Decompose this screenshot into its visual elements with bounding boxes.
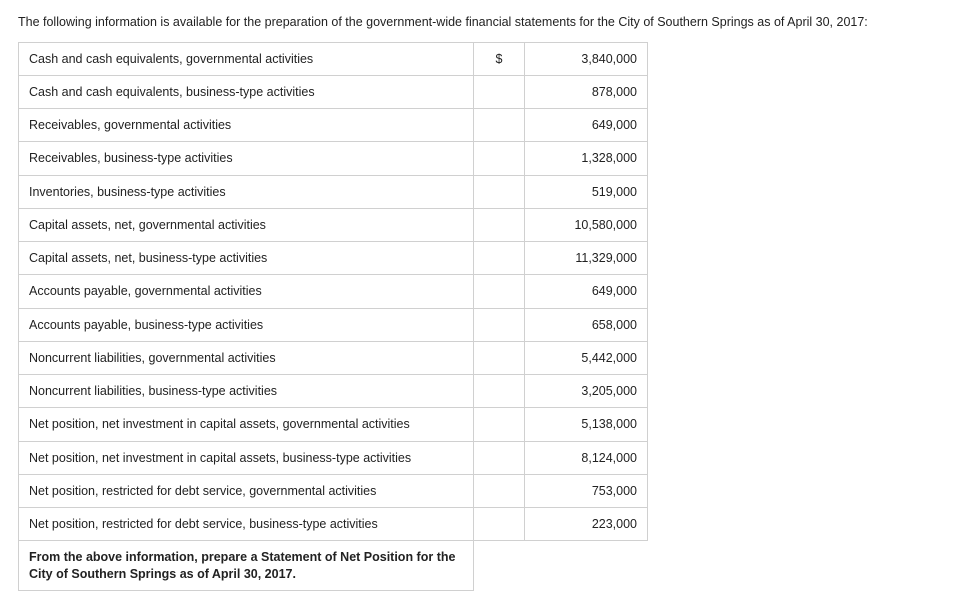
row-value: 11,329,000 xyxy=(524,242,647,275)
row-label: Cash and cash equivalents, business-type… xyxy=(19,75,474,108)
currency-symbol-cell xyxy=(474,75,524,108)
currency-symbol-cell xyxy=(474,375,524,408)
currency-symbol-cell xyxy=(474,208,524,241)
row-value: 753,000 xyxy=(524,474,647,507)
row-label: Accounts payable, governmental activitie… xyxy=(19,275,474,308)
row-label: Cash and cash equivalents, governmental … xyxy=(19,42,474,75)
financial-data-table: Cash and cash equivalents, governmental … xyxy=(18,42,648,591)
row-label: Capital assets, net, governmental activi… xyxy=(19,208,474,241)
table-row: Net position, net investment in capital … xyxy=(19,408,648,441)
table-row: Noncurrent liabilities, business-type ac… xyxy=(19,375,648,408)
table-row: Capital assets, net, business-type activ… xyxy=(19,242,648,275)
table-row: Accounts payable, governmental activitie… xyxy=(19,275,648,308)
row-value: 5,442,000 xyxy=(524,341,647,374)
row-value: 10,580,000 xyxy=(524,208,647,241)
row-value: 223,000 xyxy=(524,508,647,541)
table-row: Cash and cash equivalents, business-type… xyxy=(19,75,648,108)
currency-symbol-cell xyxy=(474,308,524,341)
currency-symbol-cell xyxy=(474,441,524,474)
currency-symbol-cell xyxy=(474,275,524,308)
currency-symbol-cell xyxy=(474,508,524,541)
table-row: Noncurrent liabilities, governmental act… xyxy=(19,341,648,374)
row-value: 3,205,000 xyxy=(524,375,647,408)
table-row: Cash and cash equivalents, governmental … xyxy=(19,42,648,75)
currency-symbol-cell xyxy=(474,242,524,275)
row-value: 5,138,000 xyxy=(524,408,647,441)
row-label: Receivables, governmental activities xyxy=(19,109,474,142)
table-row: Receivables, governmental activities 649,… xyxy=(19,109,648,142)
row-label: Inventories, business-type activities xyxy=(19,175,474,208)
table-row: Inventories, business-type activities 519… xyxy=(19,175,648,208)
row-label: Net position, net investment in capital … xyxy=(19,408,474,441)
row-label: Net position, restricted for debt servic… xyxy=(19,508,474,541)
row-value: 649,000 xyxy=(524,109,647,142)
row-label: Noncurrent liabilities, governmental act… xyxy=(19,341,474,374)
row-value: 649,000 xyxy=(524,275,647,308)
row-label: Net position, net investment in capital … xyxy=(19,441,474,474)
table-row: Receivables, business-type activities 1,3… xyxy=(19,142,648,175)
currency-symbol-cell xyxy=(474,109,524,142)
row-label: Noncurrent liabilities, business-type ac… xyxy=(19,375,474,408)
row-value: 3,840,000 xyxy=(524,42,647,75)
row-value: 1,328,000 xyxy=(524,142,647,175)
currency-symbol-cell xyxy=(474,408,524,441)
currency-symbol-cell: $ xyxy=(474,42,524,75)
row-value: 8,124,000 xyxy=(524,441,647,474)
row-label: Receivables, business-type activities xyxy=(19,142,474,175)
table-row: Net position, restricted for debt servic… xyxy=(19,474,648,507)
table-row: Accounts payable, business-type activiti… xyxy=(19,308,648,341)
row-label: Net position, restricted for debt servic… xyxy=(19,474,474,507)
currency-symbol-cell xyxy=(474,142,524,175)
intro-text: The following information is available f… xyxy=(18,14,958,32)
currency-symbol-cell xyxy=(474,175,524,208)
table-row: Capital assets, net, governmental activi… xyxy=(19,208,648,241)
row-label: Accounts payable, business-type activiti… xyxy=(19,308,474,341)
row-value: 878,000 xyxy=(524,75,647,108)
row-value: 658,000 xyxy=(524,308,647,341)
table-row: Net position, net investment in capital … xyxy=(19,441,648,474)
currency-symbol-cell xyxy=(474,474,524,507)
row-value: 519,000 xyxy=(524,175,647,208)
currency-symbol-cell xyxy=(474,341,524,374)
table-row: Net position, restricted for debt servic… xyxy=(19,508,648,541)
row-label: Capital assets, net, business-type activ… xyxy=(19,242,474,275)
